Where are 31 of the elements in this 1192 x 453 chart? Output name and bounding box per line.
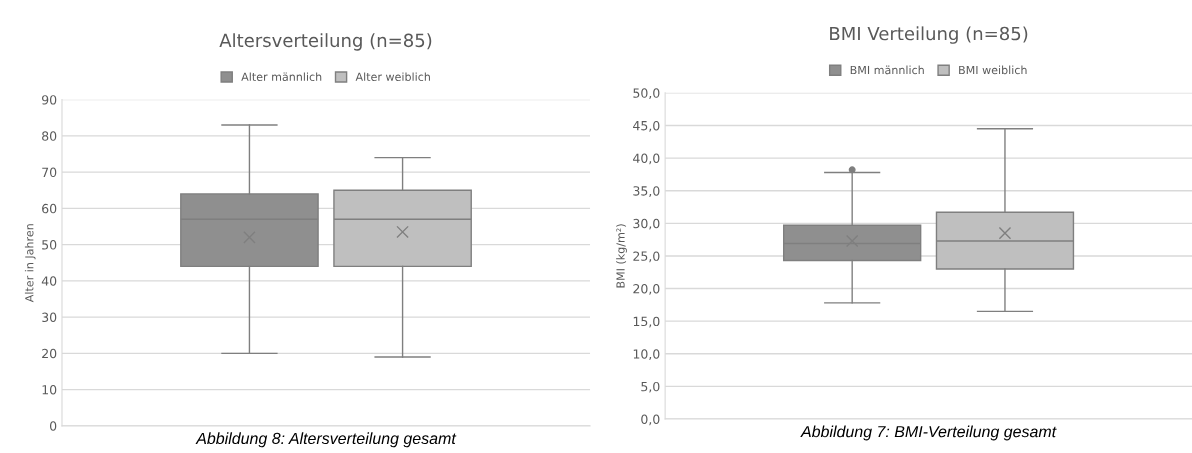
y-tick-label: 80 <box>42 131 57 141</box>
y-tick-label: 40,0 <box>633 153 660 165</box>
y-tick-label: 50,0 <box>633 88 660 100</box>
y-tick-label: 25,0 <box>633 251 660 263</box>
y-tick-label: 10 <box>42 385 57 395</box>
legend-label: BMI männlich <box>850 65 924 75</box>
text: Abbildung 7: BMI-Verteilung gesamt <box>800 425 1057 441</box>
y-axis-title: BMI (kg/m²) <box>616 224 627 288</box>
y-tick-label: 20,0 <box>633 284 660 295</box>
y-tick-label: 35,0 <box>633 186 660 197</box>
legend-label: Alter weiblich <box>355 72 430 81</box>
legend-label: BMI weiblich <box>959 65 1027 75</box>
y-tick-label: 90 <box>42 95 57 105</box>
y-tick-label: 20 <box>42 348 57 359</box>
y-tick-label: 30 <box>42 312 57 323</box>
y-tick-label: 60 <box>42 203 57 214</box>
text: Abbildung 8: Altersverteilung gesamt <box>195 432 457 448</box>
y-tick-label: 70 <box>42 167 57 178</box>
chart-title: Altersverteilung (n=85) <box>219 33 432 51</box>
y-tick-label: 15,0 <box>633 316 660 328</box>
y-tick-label: 50 <box>42 240 57 250</box>
y-axis-title: Alter in Jahren <box>24 224 36 303</box>
legend-label: Alter männlich <box>241 72 322 81</box>
y-tick-label: 40 <box>41 276 57 286</box>
y-tick-label: 45,0 <box>633 120 660 132</box>
y-tick-label: 10,0 <box>633 349 660 360</box>
y-tick-label: 0 <box>49 421 57 431</box>
y-tick-label: 0,0 <box>641 414 660 426</box>
chart-title: BMI Verteilung (n=85) <box>830 26 1028 44</box>
y-tick-label: 5,0 <box>641 381 660 393</box>
y-tick-label: 30,0 <box>633 218 660 230</box>
